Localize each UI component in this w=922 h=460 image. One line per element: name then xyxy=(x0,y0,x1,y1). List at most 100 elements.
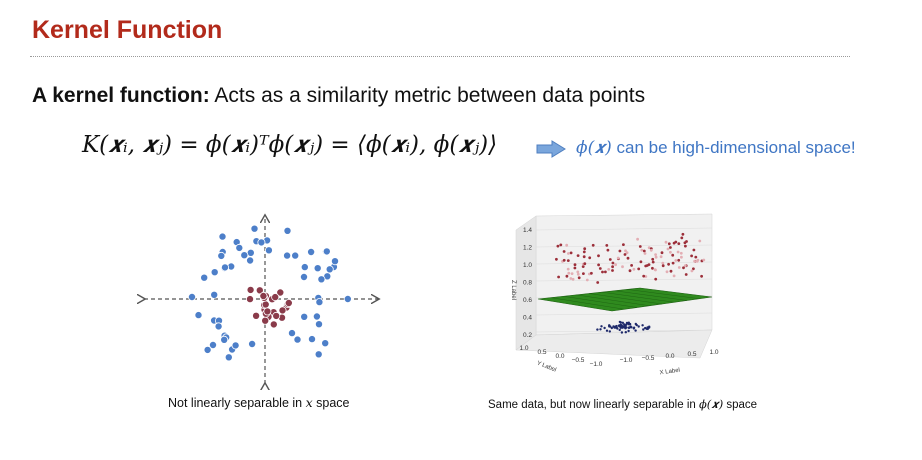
inner-point xyxy=(269,320,278,329)
upper-point xyxy=(625,251,629,255)
lower-point xyxy=(599,328,602,331)
upper-point xyxy=(661,264,665,268)
callout-phi: ϕ(𝒙) xyxy=(576,138,612,158)
upper-point xyxy=(680,236,684,240)
upper-point xyxy=(667,242,671,246)
lower-point xyxy=(620,324,623,327)
outer-point xyxy=(218,232,227,241)
upper-point xyxy=(585,278,589,282)
outer-point xyxy=(235,243,244,252)
definition-term: A kernel function: xyxy=(32,84,210,107)
upper-point xyxy=(569,251,573,255)
inner-point xyxy=(255,286,264,295)
title-divider xyxy=(30,56,850,57)
grid-line xyxy=(535,227,713,231)
kernel-formula: K(𝒙ᵢ, 𝒙ⱼ) = ϕ(𝒙ᵢ)ᵀϕ(𝒙ⱼ) = ⟨ϕ(𝒙ᵢ), ϕ(𝒙ⱼ)⟩ xyxy=(82,132,498,158)
upper-point xyxy=(626,256,630,260)
upper-point xyxy=(622,243,625,246)
lower-point xyxy=(637,325,640,328)
upper-point xyxy=(582,250,586,254)
upper-point xyxy=(555,257,558,261)
upper-point xyxy=(583,262,587,266)
outer-point xyxy=(248,339,257,348)
lower-point xyxy=(618,328,621,332)
upper-point xyxy=(694,255,698,259)
lower-point xyxy=(634,322,637,326)
upper-point xyxy=(614,263,617,267)
upper-point xyxy=(632,267,636,271)
upper-point xyxy=(569,277,573,280)
upper-point xyxy=(654,277,658,281)
z-tick-label: 0.6 xyxy=(523,297,532,304)
y-ticks: 1.0 0.5 0.0 −0.5 −1.0 xyxy=(519,345,602,368)
grid-line xyxy=(535,261,713,265)
x-tick-label: 0.5 xyxy=(687,351,696,358)
outer-point xyxy=(293,335,302,344)
upper-point xyxy=(581,265,585,268)
outer-point xyxy=(317,275,326,284)
upper-point xyxy=(669,246,672,249)
lower-point xyxy=(627,329,630,333)
upper-point xyxy=(683,264,687,268)
plane-grid-line xyxy=(550,297,625,310)
lower-point xyxy=(620,331,624,334)
outer-point xyxy=(217,251,226,260)
upper-point xyxy=(618,249,622,253)
upper-point xyxy=(621,265,624,269)
x-tick-label: −0.5 xyxy=(642,355,655,362)
upper-point xyxy=(654,268,657,272)
outer-point xyxy=(194,311,203,320)
upper-point xyxy=(659,255,663,259)
upper-point xyxy=(616,256,620,260)
upper-point xyxy=(608,258,612,261)
y-tick-label: −1.0 xyxy=(590,361,603,368)
outer-point xyxy=(307,335,316,344)
lower-point xyxy=(628,322,632,326)
upper-point xyxy=(677,266,681,269)
left-caption: Not linearly separable in x space xyxy=(168,395,350,410)
inner-point xyxy=(272,311,281,320)
upper-point xyxy=(573,263,577,267)
upper-point xyxy=(565,274,569,278)
y-tick-label: 1.0 xyxy=(519,345,528,352)
lower-point xyxy=(628,326,631,329)
upper-point xyxy=(559,243,563,247)
outer-point xyxy=(322,247,331,256)
outer-point xyxy=(314,320,323,329)
upper-point xyxy=(565,243,569,247)
upper-point xyxy=(576,254,580,257)
outer-point xyxy=(315,298,324,307)
upper-point xyxy=(651,257,655,261)
outer-point xyxy=(343,295,352,304)
upper-point xyxy=(562,258,566,262)
y-tick-label: 0.5 xyxy=(537,349,546,356)
x-axis-label: X Label xyxy=(659,368,680,377)
lower-points xyxy=(596,320,651,334)
lower-point xyxy=(621,321,624,324)
lower-point xyxy=(645,327,648,330)
grid-line xyxy=(535,244,713,248)
upper-point xyxy=(692,248,696,252)
lower-point xyxy=(624,331,627,334)
inner-point xyxy=(284,299,293,308)
upper-point xyxy=(556,244,560,248)
left-caption-var: x xyxy=(305,395,313,410)
outer-point xyxy=(325,265,334,274)
upper-point xyxy=(582,272,585,275)
upper-point xyxy=(601,270,604,274)
outer-points xyxy=(188,224,352,362)
plane-grid-line xyxy=(588,293,663,305)
outer-point xyxy=(291,251,300,260)
outer-point xyxy=(312,312,321,321)
inner-points xyxy=(246,285,293,329)
definition-text: Acts as a similarity metric between data… xyxy=(214,84,646,107)
callout-body: can be high-dimensional space! xyxy=(616,138,856,157)
outer-point xyxy=(231,341,240,350)
lower-point xyxy=(605,329,609,332)
inner-point xyxy=(259,292,268,301)
x-tick-label: −1.0 xyxy=(620,357,633,364)
upper-point xyxy=(651,266,654,270)
upper-point xyxy=(598,267,602,270)
z-tick-label: 1.0 xyxy=(523,262,532,269)
lower-point xyxy=(608,325,611,328)
